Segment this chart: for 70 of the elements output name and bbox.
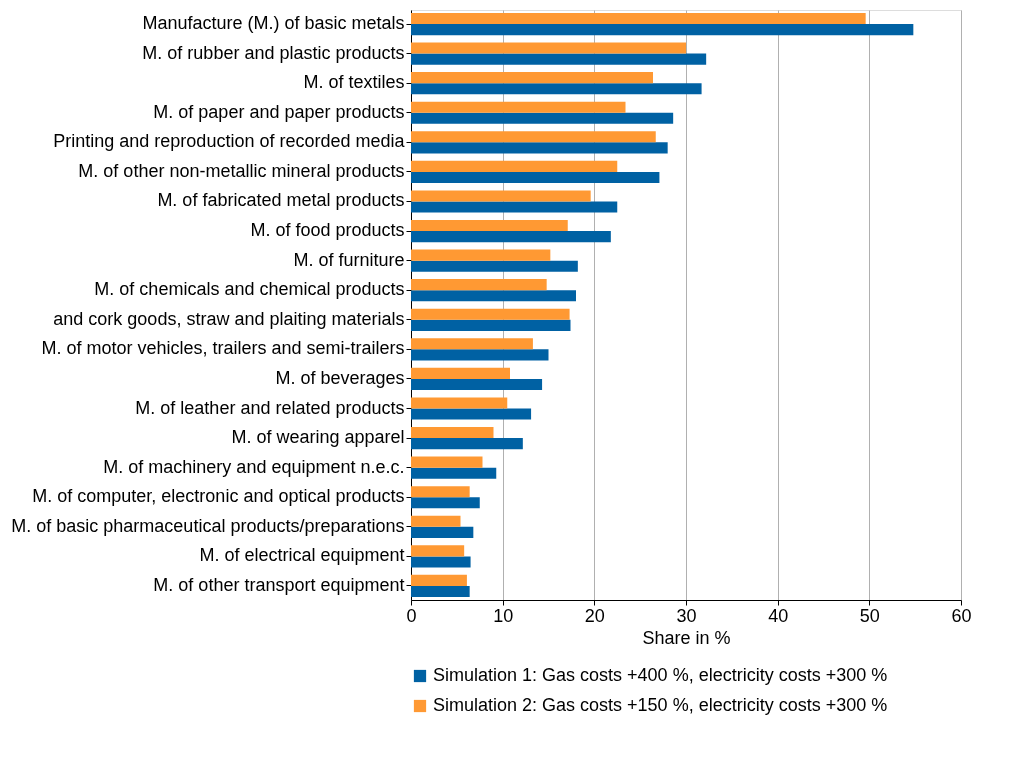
bar — [411, 101, 626, 113]
x-tick-label: 0 — [406, 605, 417, 626]
bar — [411, 319, 571, 331]
legend-label: Simulation 2: Gas costs +150 %, electricity costs +300 % — [433, 695, 888, 715]
y-tick-label: M. of furniture — [293, 249, 405, 270]
y-tick-label: M. of leather and related products — [135, 397, 405, 418]
bar — [411, 408, 532, 420]
bar — [411, 497, 480, 509]
bar — [411, 160, 618, 172]
bar — [411, 53, 707, 65]
y-tick-label: M. of beverages — [275, 367, 405, 388]
bar — [411, 72, 653, 84]
y-tick-label: M. of basic pharmaceutical products/preparations — [11, 515, 405, 536]
y-tick-label: M. of textiles — [303, 72, 405, 93]
bar — [411, 486, 470, 498]
bar — [411, 585, 470, 598]
x-axis-title: Share in % — [642, 627, 731, 648]
bar — [411, 367, 510, 379]
x-tick-label: 10 — [493, 605, 514, 626]
x-tick-label: 20 — [584, 605, 605, 626]
legend-label: Simulation 1: Gas costs +400 %, electricity costs +300 % — [433, 665, 888, 685]
bar — [411, 438, 523, 450]
y-tick-label: M. of rubber and plastic products — [142, 42, 405, 63]
bar — [411, 349, 549, 361]
x-tick-label: 60 — [951, 605, 972, 626]
bar — [411, 456, 483, 468]
bar — [411, 12, 866, 25]
y-tick-label: and cork goods, straw and plaiting materials — [53, 308, 405, 329]
bar — [411, 556, 471, 568]
y-tick-label: M. of other transport equipment — [153, 574, 405, 595]
bar — [411, 308, 570, 320]
y-tick-label: M. of electrical equipment — [199, 545, 405, 566]
bar — [411, 397, 508, 409]
bar — [411, 249, 551, 261]
y-tick-label: M. of food products — [250, 220, 405, 241]
bar — [411, 545, 465, 557]
bar — [411, 42, 686, 54]
bar — [411, 24, 914, 36]
x-tick-label: 40 — [768, 605, 789, 626]
bar — [411, 574, 467, 586]
y-tick-label: M. of computer, electronic and optical products — [32, 486, 405, 507]
bar — [411, 231, 611, 243]
bar — [411, 515, 461, 527]
bar — [411, 290, 576, 302]
bar — [411, 426, 494, 439]
bar — [411, 526, 474, 538]
y-tick-label: M. of machinery and equipment n.e.c. — [103, 456, 405, 477]
x-tick-label: 50 — [859, 605, 880, 626]
y-tick-label: M. of motor vehicles, trailers and semi-trailers — [41, 338, 405, 359]
bar — [411, 378, 543, 391]
bar — [411, 83, 702, 95]
bar — [411, 338, 533, 350]
bar — [411, 260, 578, 272]
y-tick-label: M. of paper and paper products — [153, 101, 405, 122]
bar — [411, 142, 668, 154]
y-tick-label: Printing and reproduction of recorded media — [53, 131, 406, 152]
bar — [411, 467, 497, 479]
bar — [411, 131, 656, 143]
y-tick-label: M. of chemicals and chemical products — [94, 279, 405, 300]
y-tick-label: M. of fabricated metal products — [157, 190, 405, 211]
bar — [411, 171, 660, 184]
x-tick-label: 30 — [676, 605, 697, 626]
bar — [411, 201, 618, 213]
y-tick-label: M. of other non-metallic mineral products — [78, 160, 405, 181]
y-tick-label: Manufacture (M.) of basic metals — [142, 13, 405, 34]
bar — [411, 190, 591, 202]
bar — [411, 279, 547, 291]
bar — [411, 219, 568, 232]
y-tick-label: M. of wearing apparel — [231, 427, 405, 448]
bar — [411, 112, 674, 124]
